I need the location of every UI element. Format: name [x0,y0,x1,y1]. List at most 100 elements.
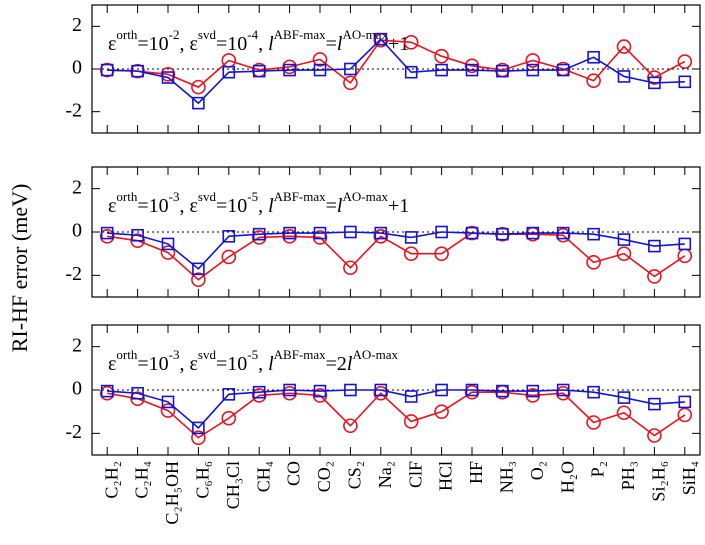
marker [192,421,205,435]
marker [192,262,205,276]
marker [130,391,145,406]
marker [647,269,662,284]
annotation-part: ε [108,33,116,55]
x-tick-label: HF [466,461,486,484]
annotation: εorth=10-2, εsvd=10-4, lABF-max=lAO-max+… [108,27,409,55]
x-tick-label: HCl [436,461,456,491]
marker [403,246,419,261]
marker [587,50,600,64]
y-tick-label: 0 [72,57,82,79]
marker [525,53,541,68]
annotation-part: -5 [247,189,258,204]
marker [283,63,296,77]
x-tick-label: C₂H₂ [101,461,121,499]
marker [435,383,448,397]
x-tick-label: C₂H₄ [132,461,152,499]
marker [100,63,114,77]
annotation-part: = [326,33,337,55]
marker [465,226,479,240]
annotation-part: = [326,195,337,217]
marker [677,407,693,423]
x-tick-label: C₆H₆ [193,461,213,499]
marker [496,227,509,241]
marker [131,64,144,78]
marker [616,405,632,421]
annotation-part: AO-max [342,27,388,42]
marker [283,383,296,397]
x-tick-label: PH₃ [618,461,638,490]
marker [435,63,448,77]
marker [373,229,389,244]
marker [556,226,570,240]
marker [617,233,631,246]
annotation-part: -3 [169,189,180,204]
marker [555,227,571,243]
y-axis-label: RI-HF error (meV) [7,184,32,353]
marker [526,226,540,240]
marker [131,228,144,242]
marker [648,397,661,411]
marker [100,384,114,398]
x-tick-label: H₂O [557,461,577,493]
annotation-part: =10 [137,195,168,217]
marker [617,70,631,83]
annotation-part: ABF-max [274,347,327,362]
annotation-part: AO-max [352,347,398,362]
marker [464,58,480,74]
marker [404,390,418,403]
marker [282,229,297,244]
marker [496,64,509,78]
marker [404,65,418,79]
x-tick-label: CH₄ [253,461,273,492]
marker [587,227,600,241]
marker [526,63,540,77]
marker [222,388,236,401]
marker [586,415,601,430]
annotation-part: =10 [216,353,247,375]
x-tick-label: CH₃Cl [223,461,243,509]
marker [434,404,449,419]
marker [435,225,448,239]
annotation-part: -2 [169,27,180,42]
marker [374,383,388,397]
marker [343,418,358,434]
marker [525,388,541,403]
annotation-part: +1 [388,33,409,55]
marker [191,430,206,445]
annotation-part: -3 [169,347,180,362]
x-tick-label: P₂ [588,461,608,477]
x-tick-label: Si₂H₆ [649,461,669,502]
marker [192,96,205,110]
marker [587,385,600,399]
marker [678,395,692,409]
marker [403,35,419,50]
marker [344,62,357,76]
marker [677,54,693,69]
y-tick-label: 2 [72,334,82,356]
marker [161,237,175,251]
marker [616,246,632,261]
marker [617,391,631,404]
annotation: εorth=10-3, εsvd=10-5, lABF-max=2lAO-max [108,347,398,375]
marker [647,70,662,85]
marker [160,67,176,82]
annotation-part: l [268,195,274,217]
marker [648,76,661,90]
marker [222,230,236,243]
marker [465,63,479,77]
annotation-part: svd [198,27,217,42]
annotation-part: , ε [179,33,197,55]
x-tick-label: C₂H₅OH [162,461,182,525]
x-tick-label: ClF [405,461,425,488]
marker [161,395,175,409]
annotation-part: =10 [216,195,247,217]
annotation-part: ABF-max [274,27,327,42]
annotation-part: -5 [247,347,258,362]
marker [404,231,418,244]
annotation-part: svd [198,189,217,204]
y-tick-label: -2 [65,99,82,121]
marker [374,32,388,46]
annotation-part: orth [116,189,137,204]
annotation-part: , ε [179,353,197,375]
marker [161,71,175,84]
